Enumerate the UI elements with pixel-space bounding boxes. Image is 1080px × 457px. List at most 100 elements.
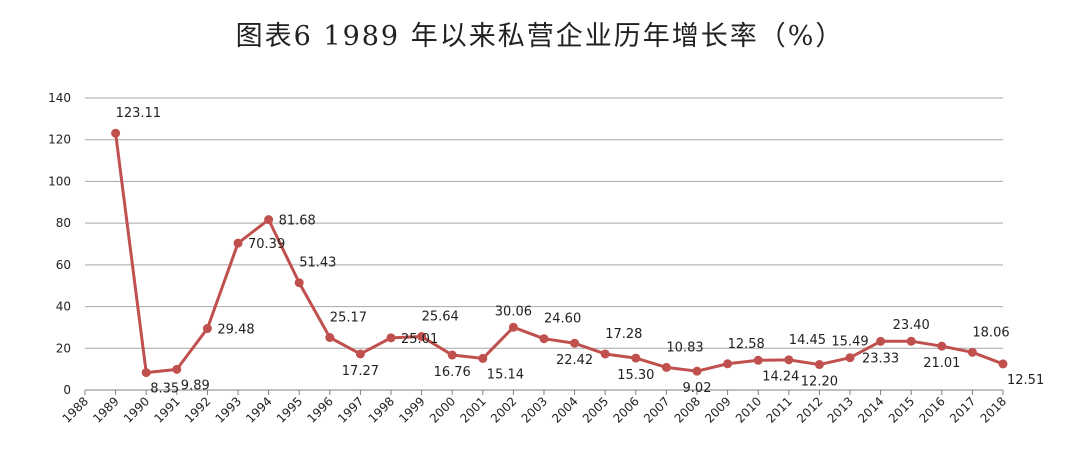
data-label-2004: 22.42 [556,353,593,368]
data-label-1994: 81.68 [279,214,316,229]
data-point-1997 [355,349,365,359]
data-label-2006: 15.30 [617,368,654,383]
data-label-1997: 17.27 [342,364,379,379]
series-line [114,133,1004,375]
data-point-1996 [325,333,335,343]
data-label-1998: 25.01 [401,332,438,347]
data-point-2001 [478,353,488,363]
data-label-2005: 17.28 [605,327,642,342]
data-point-2008 [692,366,702,376]
data-point-1992 [202,324,212,334]
x-tick-label: 2003 [519,394,550,425]
data-label-2018: 12.51 [1007,373,1044,388]
y-tick-label: 80 [56,216,71,230]
data-label-2012: 12.20 [801,375,838,390]
data-label-2011: 14.45 [789,333,826,348]
data-label-2015: 23.40 [893,318,930,333]
data-point-2010 [753,355,763,365]
x-tick-label: 2018 [978,394,1009,425]
data-point-2006 [631,353,641,363]
data-point-2005 [600,349,610,359]
x-tick-label: 2010 [733,394,764,425]
x-tick-label: 1992 [182,394,213,425]
y-tick-label: 100 [48,174,71,188]
data-point-2011 [784,355,794,365]
x-tick-label: 1999 [396,394,427,425]
gridlines [85,97,1003,349]
data-labels: 123.11 8.35 9.89 29.48 70.39 81.68 51.43 25.17 1… [116,106,1045,396]
x-tick-label: 2005 [580,394,611,425]
data-point-1991 [172,364,182,374]
data-label-2010: 14.24 [762,369,799,384]
x-tick-label: 2012 [794,394,825,425]
data-label-2016: 21.01 [923,356,960,371]
data-label-1991: 9.89 [181,378,210,393]
x-tick-label: 2002 [488,394,519,425]
x-tick-label: 2013 [825,394,856,425]
data-label-1990: 8.35 [150,382,179,397]
data-label-2014: 23.33 [862,351,899,366]
x-tick-label: 2000 [427,394,458,425]
data-label-1989: 123.11 [116,106,162,121]
x-tick-label: 2014 [855,394,886,425]
x-tick-label: 2016 [916,394,947,425]
data-label-1992: 29.48 [217,323,254,338]
data-point-1994 [264,215,274,225]
x-tick-label: 1993 [213,394,244,425]
data-point-2012 [814,360,824,370]
series-line-layer [114,133,1004,375]
x-tick-label: 2008 [672,394,703,425]
y-tick-label: 0 [63,383,71,397]
x-tick-label: 1995 [274,394,305,425]
data-point-2004 [570,338,580,348]
y-tick-label: 40 [56,300,71,314]
data-point-2013 [845,353,855,363]
data-point-1999 [417,332,427,342]
x-tick-label: 2004 [549,394,580,425]
data-label-2002: 30.06 [495,304,532,319]
data-label-1995: 51.43 [299,256,336,271]
y-tick-label: 140 [48,91,71,105]
data-label-2007: 10.83 [666,340,703,355]
y-tick-label: 60 [56,258,71,272]
y-tick-label: 120 [48,133,71,147]
data-point-2007 [661,362,671,372]
data-label-2000: 16.76 [434,365,471,380]
x-tick-label: 1994 [243,394,274,425]
data-label-2001: 15.14 [487,367,524,382]
data-point-2015 [906,336,916,346]
data-point-2017 [967,347,977,357]
data-label-2003: 24.60 [544,312,581,327]
x-tick-label: 1991 [151,394,182,425]
data-point-1990 [141,368,151,378]
data-point-1993 [233,238,243,248]
x-tick-label: 2017 [947,394,978,425]
x-tick-label: 1997 [335,394,366,425]
x-tick-label: 1989 [90,394,121,425]
data-label-2017: 18.06 [972,325,1009,340]
data-point-2009 [723,359,733,369]
x-tick-label: 1990 [121,394,152,425]
x-tick-label: 1996 [304,394,335,425]
data-label-2008: 9.02 [683,381,712,396]
data-point-2002 [508,322,518,332]
data-label-1993: 70.39 [248,237,285,252]
data-point-2016 [937,341,947,351]
chart-title: 图表6 1989 年以来私营企业历年增长率（%） [235,21,845,52]
x-tick-label: 2007 [641,394,672,425]
x-tick-label: 1998 [366,394,397,425]
x-tick-label: 2011 [763,394,794,425]
x-tick-label: 2015 [886,394,917,425]
data-point-1998 [386,333,396,343]
data-label-1999: 25.64 [422,310,459,325]
data-point-1989 [111,128,121,138]
x-tick-label: 1988 [60,394,91,425]
x-tick-label: 2001 [457,394,488,425]
data-label-1996: 25.17 [330,311,367,326]
data-point-2018 [998,359,1008,369]
data-point-2014 [876,336,886,346]
data-point-2000 [447,350,457,360]
y-tick-label: 20 [56,341,71,355]
